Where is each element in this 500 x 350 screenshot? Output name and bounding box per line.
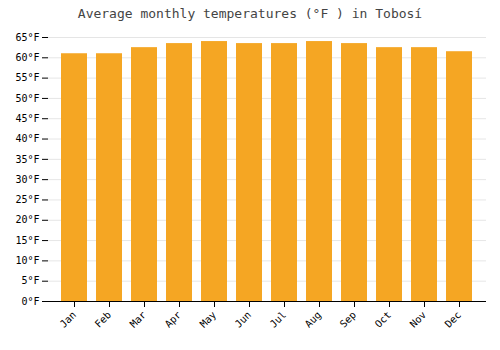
svg-text:15°F: 15°F bbox=[15, 235, 39, 246]
svg-text:Feb: Feb bbox=[93, 309, 114, 330]
svg-text:Apr: Apr bbox=[163, 309, 184, 330]
svg-text:Mar: Mar bbox=[128, 309, 149, 330]
svg-text:25°F: 25°F bbox=[15, 194, 39, 205]
svg-text:Sep: Sep bbox=[338, 309, 359, 330]
svg-text:45°F: 45°F bbox=[15, 113, 39, 124]
svg-text:0°F: 0°F bbox=[21, 296, 39, 307]
svg-text:60°F: 60°F bbox=[15, 52, 39, 63]
svg-text:55°F: 55°F bbox=[15, 72, 39, 83]
svg-text:Dec: Dec bbox=[443, 309, 464, 330]
svg-text:May: May bbox=[198, 309, 219, 330]
svg-text:Jun: Jun bbox=[233, 309, 254, 330]
svg-text:Oct: Oct bbox=[373, 309, 394, 330]
svg-text:Aug: Aug bbox=[303, 309, 324, 330]
svg-text:65°F: 65°F bbox=[15, 32, 39, 43]
svg-text:10°F: 10°F bbox=[15, 255, 39, 266]
svg-text:35°F: 35°F bbox=[15, 154, 39, 165]
svg-text:40°F: 40°F bbox=[15, 133, 39, 144]
html-text:Average monthly temperatures (: Average monthly temperatures (°F ) in To… bbox=[77, 6, 423, 21]
svg-text:50°F: 50°F bbox=[15, 93, 39, 104]
svg-text:20°F: 20°F bbox=[15, 214, 39, 225]
svg-text:Jan: Jan bbox=[58, 309, 79, 330]
svg-text:Nov: Nov bbox=[408, 309, 429, 330]
svg-text:5°F: 5°F bbox=[21, 275, 39, 286]
svg-text:30°F: 30°F bbox=[15, 174, 39, 185]
svg-text:Jul: Jul bbox=[268, 309, 289, 330]
